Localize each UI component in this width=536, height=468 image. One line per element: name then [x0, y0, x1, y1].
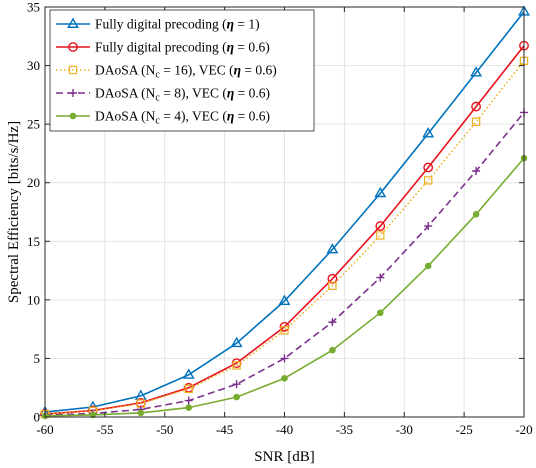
circle-marker	[471, 101, 481, 112]
dot-marker	[329, 346, 336, 354]
legend-label-part: η	[227, 86, 234, 101]
square-marker	[280, 326, 289, 335]
legend-label-part: c	[155, 93, 160, 104]
square-marker	[376, 231, 385, 240]
series-line	[44, 111, 525, 416]
y-tick-label: 15	[27, 234, 40, 249]
x-tick-label: -25	[455, 422, 472, 437]
triangle-marker	[422, 127, 435, 138]
legend-label-part: DAoSA (N	[95, 109, 156, 124]
legend-label-part: Fully digital precoding (	[95, 17, 227, 32]
y-tick-label: 5	[34, 351, 41, 366]
legend: Fully digital precoding (η = 1)Fully dig…	[49, 9, 315, 132]
triangle-marker	[278, 294, 291, 305]
dot-marker	[377, 309, 384, 317]
triangle-marker	[470, 66, 483, 77]
square-marker	[232, 361, 241, 370]
legend-label-part: = 0.6)	[234, 40, 270, 55]
plus-marker	[280, 354, 289, 363]
legend-label: DAoSA (Nc = 8), VEC (η = 0.6)	[95, 86, 270, 104]
dot-marker	[233, 393, 240, 401]
plus-marker	[424, 222, 433, 231]
y-tick-label: 35	[27, 0, 40, 15]
square-marker	[68, 65, 78, 75]
legend-label: DAoSA (Nc = 16), VEC (η = 0.6)	[95, 63, 277, 81]
tick-labels: -60 -55 -50 -45 -40 -35 -30 -25 -20 0 5 10 15 20 25 30 3…	[27, 0, 533, 437]
y-tick-label: 30	[27, 58, 40, 73]
series-line	[44, 11, 525, 413]
legend-label: Fully digital precoding (η = 1)	[95, 17, 260, 32]
legend-label-part: = 0.6)	[241, 63, 277, 78]
axes-frame	[44, 6, 525, 418]
legend-label-part: = 1)	[234, 17, 260, 32]
legend-item: Fully digital precoding (η = 1)	[56, 17, 260, 32]
dot-marker	[69, 112, 77, 120]
x-tick-label: -35	[336, 422, 353, 437]
legend-item: Fully digital precoding (η = 0.6)	[56, 40, 270, 55]
square-marker	[424, 176, 433, 185]
x-tick-label: -20	[515, 422, 532, 437]
square-marker	[471, 117, 481, 126]
legend-label-part: η	[227, 109, 234, 124]
series-line	[44, 60, 525, 415]
y-axis-label: Spectral Efficiency [bits/s/Hz]	[6, 121, 22, 303]
legend-label-part: c	[155, 70, 160, 81]
plus-marker	[472, 167, 481, 175]
circle-marker	[327, 273, 338, 284]
x-axis-label: SNR [dB]	[254, 449, 314, 465]
legend-label-part: = 16), VEC (	[160, 63, 234, 78]
triangle-marker	[230, 336, 243, 348]
y-tick-label: 0	[34, 410, 41, 425]
legend-label-part: η	[234, 63, 241, 78]
plus-marker	[69, 89, 77, 97]
triangle-marker	[326, 243, 339, 254]
circle-marker	[68, 42, 78, 52]
legend-label-part: η	[227, 17, 234, 32]
legend-label: DAoSA (Nc = 4), VEC (η = 0.6)	[95, 109, 270, 127]
plus-marker	[376, 273, 385, 282]
circle-marker	[423, 162, 434, 173]
x-tick-label: -30	[396, 422, 413, 437]
triangle-marker	[182, 368, 195, 379]
plus-marker	[184, 396, 193, 405]
plus-marker	[232, 380, 241, 389]
square-marker	[328, 281, 337, 291]
legend-label-part: DAoSA (N	[95, 86, 156, 101]
triangle-marker	[67, 17, 79, 28]
legend-box	[49, 9, 315, 132]
legend-label: Fully digital precoding (η = 0.6)	[95, 40, 270, 55]
dot-marker	[472, 211, 480, 218]
legend-label-part: c	[155, 116, 160, 127]
y-tick-label: 10	[27, 292, 40, 307]
circle-marker	[375, 221, 386, 231]
x-tick-label: -40	[276, 422, 293, 437]
legend-label-part: DAoSA (N	[95, 63, 156, 78]
dot-marker	[185, 404, 192, 411]
square-marker	[184, 384, 193, 394]
legend-label-part: = 0.6)	[234, 86, 270, 101]
legend-item: DAoSA (Nc = 16), VEC (η = 0.6)	[56, 63, 277, 81]
legend-label-part: = 8), VEC (	[160, 86, 227, 101]
legend-label-part: Fully digital precoding (	[95, 40, 227, 55]
dot-marker	[281, 375, 288, 382]
y-tick-label: 20	[27, 175, 40, 190]
x-tick-label: -45	[216, 422, 233, 437]
legend-item: DAoSA (Nc = 8), VEC (η = 0.6)	[56, 86, 270, 104]
plus-marker	[328, 318, 337, 327]
dot-marker	[137, 409, 145, 417]
legend-item: DAoSA (Nc = 4), VEC (η = 0.6)	[56, 109, 270, 127]
legend-label-part: = 0.6)	[234, 109, 270, 124]
series-group	[39, 5, 530, 417]
y-tick-label: 25	[27, 117, 40, 132]
legend-label-part: = 4), VEC (	[160, 109, 227, 124]
dot-marker	[424, 262, 432, 270]
x-tick-label: -50	[156, 422, 173, 437]
triangle-marker	[374, 186, 387, 198]
x-tick-label: -60	[36, 422, 53, 437]
legend-label-part: η	[227, 40, 234, 55]
dot-marker	[89, 411, 97, 419]
x-tick-label: -55	[96, 422, 113, 437]
